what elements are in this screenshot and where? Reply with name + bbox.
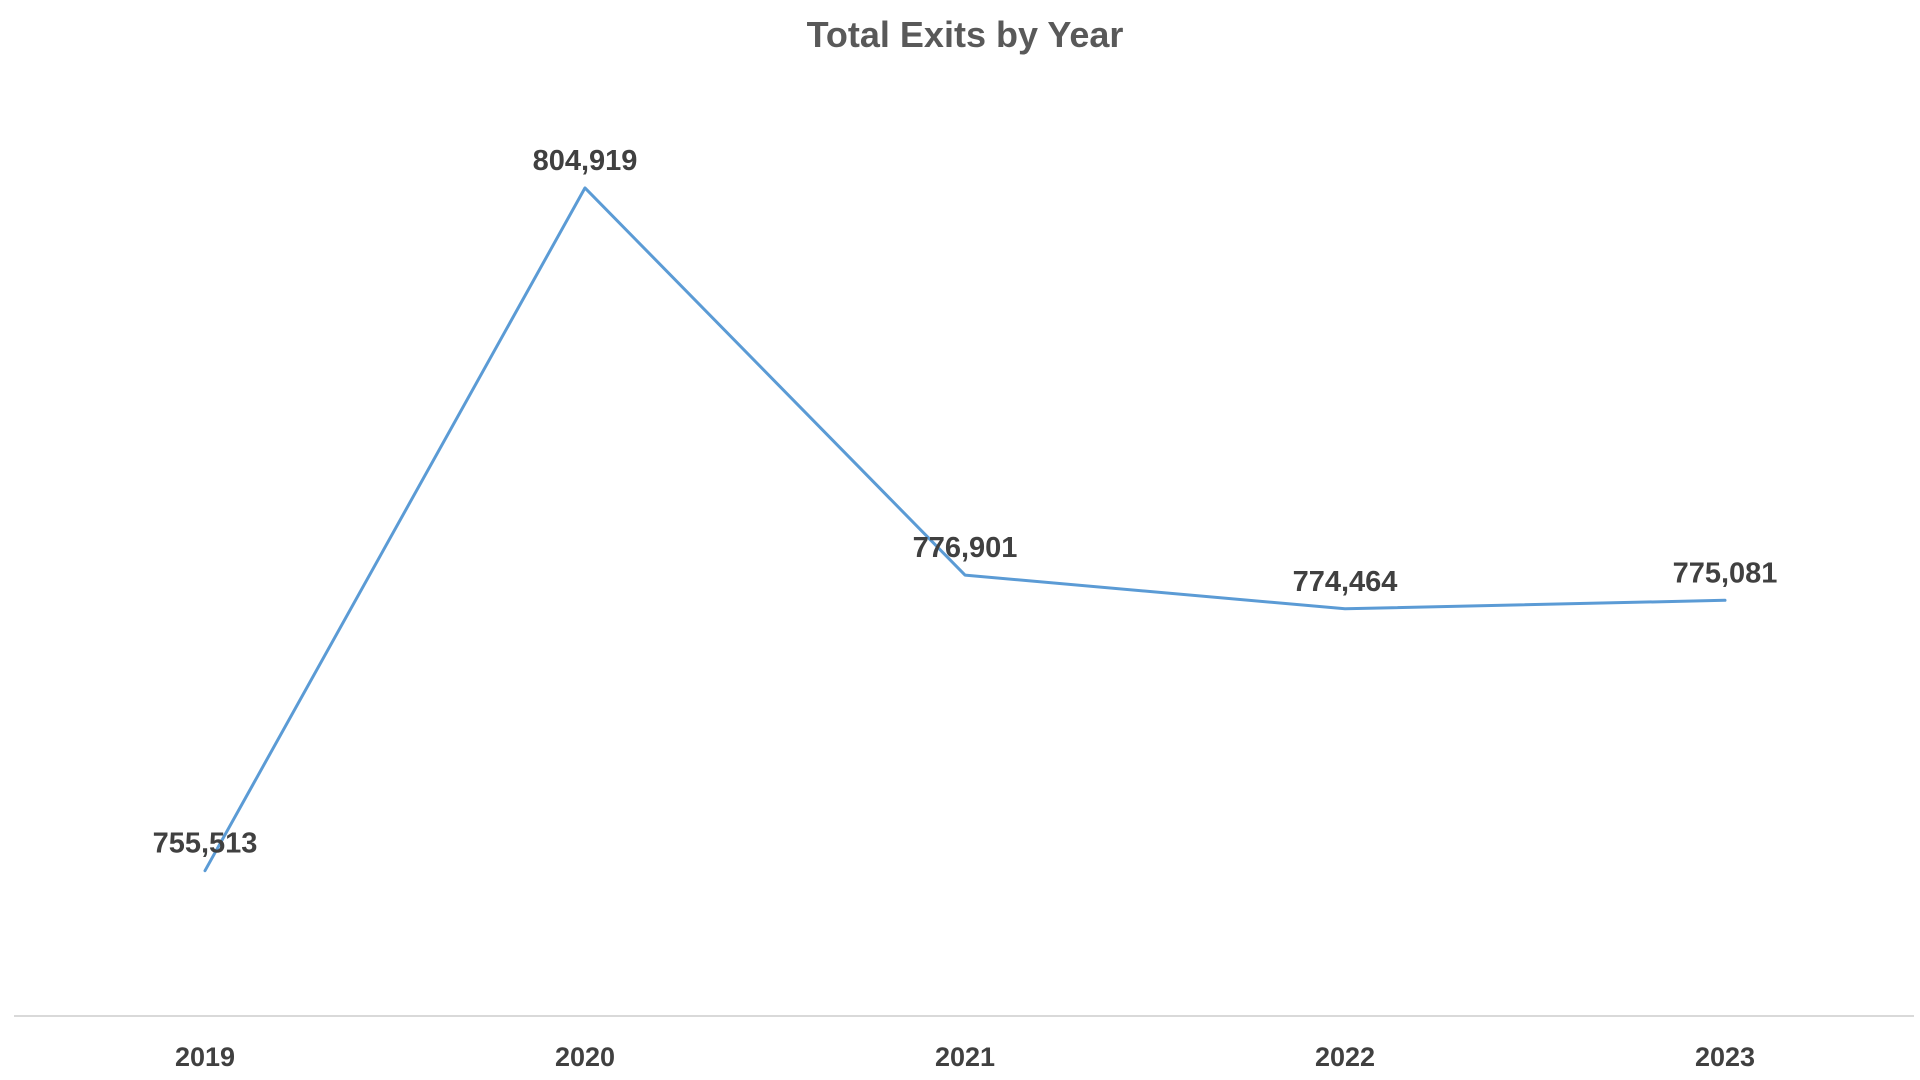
data-label-2023: 775,081 xyxy=(1673,557,1778,589)
x-axis-tick-labels: 2019 2020 2021 2022 2023 xyxy=(175,1042,1755,1072)
x-tick-label-2023: 2023 xyxy=(1695,1042,1755,1072)
x-tick-label-2019: 2019 xyxy=(175,1042,235,1072)
chart-title: Total Exits by Year xyxy=(807,14,1124,55)
data-label-2021: 776,901 xyxy=(913,532,1018,564)
data-labels: 755,513 804,919 776,901 774,464 775,081 xyxy=(153,145,1778,860)
data-label-2019: 755,513 xyxy=(153,828,258,860)
x-tick-label-2020: 2020 xyxy=(555,1042,615,1072)
x-tick-label-2021: 2021 xyxy=(935,1042,995,1072)
data-label-2020: 804,919 xyxy=(533,145,638,177)
series-line xyxy=(203,186,1727,873)
plot-area: 755,513 804,919 776,901 774,464 775,081 2019… xyxy=(14,145,1914,1072)
x-tick-label-2022: 2022 xyxy=(1315,1042,1375,1072)
data-label-2022: 774,464 xyxy=(1293,566,1398,598)
